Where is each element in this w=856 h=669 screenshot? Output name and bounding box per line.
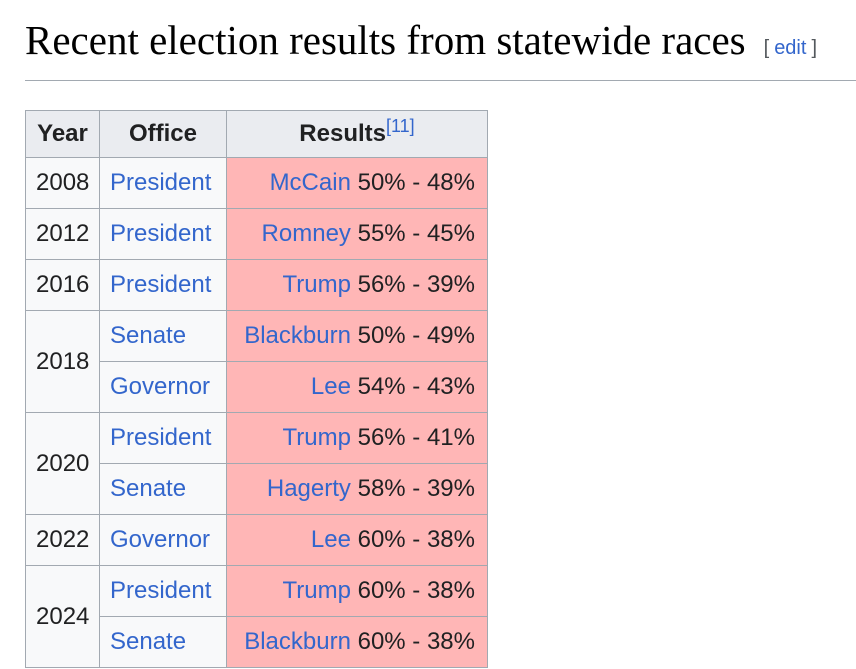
- year-cell: 2016: [25, 259, 100, 311]
- table-row: 2022 Governor Lee 60% - 38%: [25, 514, 488, 566]
- results-cell: Blackburn 50% - 49%: [226, 310, 488, 362]
- results-cell: Hagerty 58% - 39%: [226, 463, 488, 515]
- office-cell: Senate: [99, 310, 227, 362]
- year-cell: 2018: [25, 310, 100, 413]
- office-link[interactable]: President: [110, 220, 212, 247]
- office-cell: Senate: [99, 463, 227, 515]
- office-link[interactable]: President: [110, 424, 212, 451]
- table-row: 2024 President Trump 60% - 38%: [25, 565, 488, 668]
- section-edit: [edit]: [764, 37, 817, 59]
- candidate-link[interactable]: Lee: [310, 373, 351, 400]
- candidate-link[interactable]: Hagerty: [266, 475, 351, 502]
- score-text: 60% - 38%: [357, 526, 475, 553]
- col-header-year-label: Year: [37, 120, 88, 147]
- results-cell: McCain 50% - 48%: [226, 157, 488, 209]
- year-cell: 2008: [25, 157, 100, 209]
- year-cell: 2020: [25, 412, 100, 515]
- score-text: 54% - 43%: [357, 373, 475, 400]
- office-link[interactable]: President: [110, 577, 212, 604]
- results-cell: Trump 56% - 41%: [226, 412, 488, 464]
- edit-link[interactable]: edit: [774, 37, 807, 59]
- score-text: 60% - 38%: [357, 628, 475, 655]
- candidate-link[interactable]: Trump: [282, 271, 351, 298]
- table-row: Senate Blackburn 60% - 38%: [26, 616, 488, 668]
- office-cell: President: [99, 259, 227, 311]
- office-cell: President: [99, 208, 227, 260]
- results-cell: Blackburn 60% - 38%: [226, 616, 488, 668]
- score-text: 58% - 39%: [357, 475, 475, 502]
- results-cell: Romney 55% - 45%: [226, 208, 488, 260]
- election-results-table: Year Office Results[11] 2008 President M…: [25, 110, 488, 668]
- office-link[interactable]: Senate: [110, 475, 187, 502]
- candidate-link[interactable]: Lee: [310, 526, 351, 553]
- candidate-link[interactable]: Romney: [261, 220, 351, 247]
- col-header-office: Office: [99, 110, 227, 158]
- results-cell: Trump 60% - 38%: [226, 565, 488, 617]
- candidate-link[interactable]: Trump: [282, 577, 351, 604]
- office-link[interactable]: President: [110, 169, 212, 196]
- col-header-year: Year: [25, 110, 100, 158]
- results-footnote-link[interactable]: [11]: [386, 116, 415, 136]
- results-cell: Trump 56% - 39%: [226, 259, 488, 311]
- table-row: 2012 President Romney 55% - 45%: [25, 208, 488, 260]
- office-cell: Governor: [99, 514, 227, 566]
- section-heading: Recent election results from statewide r…: [25, 0, 856, 81]
- office-cell: President: [99, 565, 227, 617]
- col-header-office-label: Office: [128, 120, 197, 147]
- office-cell: Governor: [99, 361, 227, 413]
- candidate-link[interactable]: McCain: [269, 169, 351, 196]
- year-cell: 2022: [25, 514, 100, 566]
- table-row: Senate Hagerty 58% - 39%: [26, 463, 488, 515]
- edit-bracket-close: ]: [811, 37, 817, 59]
- candidate-link[interactable]: Trump: [282, 424, 351, 451]
- col-header-results-label: Results: [299, 120, 386, 147]
- score-text: 50% - 49%: [357, 322, 475, 349]
- office-cell: President: [99, 412, 227, 464]
- office-link[interactable]: Governor: [110, 526, 211, 553]
- score-text: 50% - 48%: [357, 169, 475, 196]
- header-row: Year Office Results[11]: [25, 110, 488, 158]
- section-title: Recent election results from statewide r…: [25, 17, 746, 63]
- table-row: 2008 President McCain 50% - 48%: [25, 157, 488, 209]
- candidate-link[interactable]: Blackburn: [244, 628, 351, 655]
- score-text: 56% - 41%: [357, 424, 475, 451]
- col-header-results: Results[11]: [226, 110, 488, 158]
- table-row: 2018 Senate Blackburn 50% - 49%: [25, 310, 488, 413]
- table-row: 2020 President Trump 56% - 41%: [25, 412, 488, 515]
- table-row: 2016 President Trump 56% - 39%: [25, 259, 488, 311]
- office-link[interactable]: President: [110, 271, 212, 298]
- results-footnote: [11]: [386, 116, 415, 136]
- office-link[interactable]: Senate: [110, 628, 187, 655]
- office-link[interactable]: Governor: [110, 373, 211, 400]
- year-cell: 2012: [25, 208, 100, 260]
- office-link[interactable]: Senate: [110, 322, 187, 349]
- score-text: 56% - 39%: [357, 271, 475, 298]
- results-cell: Lee 60% - 38%: [226, 514, 488, 566]
- results-cell: Lee 54% - 43%: [226, 361, 488, 413]
- office-cell: Senate: [99, 616, 227, 668]
- year-cell: 2024: [25, 565, 100, 668]
- candidate-link[interactable]: Blackburn: [244, 322, 351, 349]
- edit-bracket-open: [: [763, 37, 770, 59]
- score-text: 55% - 45%: [357, 220, 475, 247]
- score-text: 60% - 38%: [357, 577, 475, 604]
- office-cell: President: [99, 157, 227, 209]
